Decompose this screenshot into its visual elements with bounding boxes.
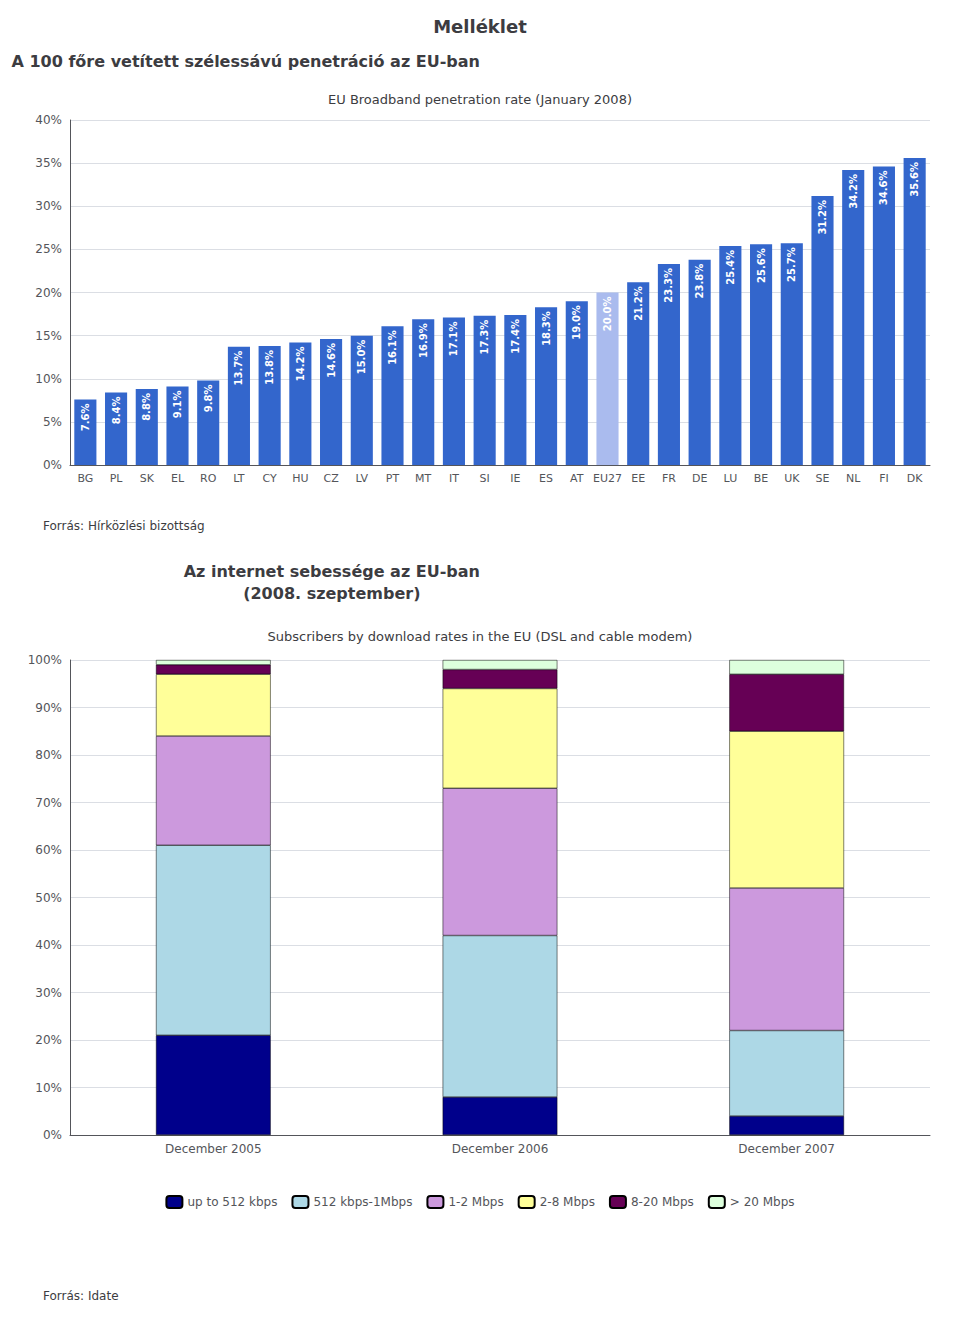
svg-text:25.7%: 25.7% — [786, 247, 797, 282]
svg-text:IT: IT — [449, 472, 459, 485]
svg-text:512 kbps-1Mbps: 512 kbps-1Mbps — [313, 1195, 412, 1209]
svg-text:5%: 5% — [43, 415, 62, 429]
svg-text:50%: 50% — [35, 891, 62, 905]
svg-text:21.2%: 21.2% — [633, 286, 644, 321]
svg-text:UK: UK — [784, 472, 800, 485]
svg-text:35%: 35% — [35, 156, 62, 170]
svg-text:> 20 Mbps: > 20 Mbps — [730, 1195, 795, 1209]
svg-text:18.3%: 18.3% — [541, 311, 552, 346]
svg-text:34.6%: 34.6% — [878, 171, 889, 206]
svg-text:BE: BE — [754, 472, 769, 485]
svg-text:25.6%: 25.6% — [756, 248, 767, 283]
svg-text:PT: PT — [386, 472, 400, 485]
svg-text:8.4%: 8.4% — [111, 397, 122, 425]
svg-text:December 2007: December 2007 — [738, 1142, 835, 1156]
svg-text:SI: SI — [480, 472, 490, 485]
svg-text:ES: ES — [539, 472, 553, 485]
svg-text:December 2006: December 2006 — [452, 1142, 549, 1156]
svg-text:17.4%: 17.4% — [510, 319, 521, 354]
svg-text:0%: 0% — [43, 458, 62, 472]
svg-text:FR: FR — [662, 472, 676, 485]
svg-text:A 100 főre vetített szélessávú: A 100 főre vetített szélessávú penetráci… — [11, 52, 480, 71]
svg-text:19.0%: 19.0% — [571, 305, 582, 340]
svg-text:40%: 40% — [35, 938, 62, 952]
svg-text:EU27: EU27 — [593, 472, 622, 485]
svg-text:8.8%: 8.8% — [141, 393, 152, 421]
svg-text:EU Broadband penetration rate: EU Broadband penetration rate (January 2… — [328, 92, 632, 107]
svg-text:20%: 20% — [35, 286, 62, 300]
svg-text:60%: 60% — [35, 843, 62, 857]
svg-text:FI: FI — [879, 472, 889, 485]
svg-text:13.8%: 13.8% — [264, 350, 275, 385]
svg-text:35.6%: 35.6% — [909, 162, 920, 197]
svg-text:15%: 15% — [35, 329, 62, 343]
svg-text:30%: 30% — [35, 199, 62, 213]
svg-text:BG: BG — [77, 472, 93, 485]
svg-text:7.6%: 7.6% — [80, 403, 91, 431]
svg-text:8-20 Mbps: 8-20 Mbps — [631, 1195, 694, 1209]
svg-text:25.4%: 25.4% — [725, 250, 736, 285]
svg-text:23.8%: 23.8% — [694, 264, 705, 299]
svg-text:40%: 40% — [35, 113, 62, 127]
svg-text:90%: 90% — [35, 701, 62, 715]
svg-text:Az internet sebessége az EU-ba: Az internet sebessége az EU-ban — [184, 562, 480, 581]
svg-text:0%: 0% — [43, 1128, 62, 1142]
svg-text:17.1%: 17.1% — [448, 322, 459, 357]
svg-text:LU: LU — [724, 472, 738, 485]
svg-text:IE: IE — [510, 472, 520, 485]
svg-text:CY: CY — [263, 472, 277, 485]
svg-text:80%: 80% — [35, 748, 62, 762]
svg-text:9.1%: 9.1% — [172, 391, 183, 419]
svg-text:16.1%: 16.1% — [387, 330, 398, 365]
svg-text:DK: DK — [907, 472, 923, 485]
svg-text:(2008. szeptember): (2008. szeptember) — [243, 584, 420, 603]
svg-text:70%: 70% — [35, 796, 62, 810]
svg-text:Subscribers by download rates: Subscribers by download rates in the EU … — [268, 629, 693, 644]
svg-text:9.8%: 9.8% — [203, 384, 214, 412]
svg-text:MT: MT — [415, 472, 431, 485]
svg-text:15.0%: 15.0% — [356, 340, 367, 375]
svg-text:16.9%: 16.9% — [418, 323, 429, 358]
svg-text:CZ: CZ — [323, 472, 339, 485]
svg-text:14.2%: 14.2% — [295, 347, 306, 382]
svg-text:EE: EE — [631, 472, 645, 485]
svg-text:31.2%: 31.2% — [817, 200, 828, 235]
svg-text:HU: HU — [292, 472, 308, 485]
svg-text:25%: 25% — [35, 242, 62, 256]
svg-text:2-8 Mbps: 2-8 Mbps — [540, 1195, 595, 1209]
svg-text:1-2 Mbps: 1-2 Mbps — [448, 1195, 503, 1209]
svg-text:RO: RO — [200, 472, 217, 485]
svg-text:10%: 10% — [35, 1081, 62, 1095]
svg-text:SE: SE — [816, 472, 830, 485]
svg-text:20.0%: 20.0% — [602, 297, 613, 332]
svg-text:PL: PL — [110, 472, 124, 485]
svg-text:20%: 20% — [35, 1033, 62, 1047]
svg-text:NL: NL — [846, 472, 861, 485]
svg-text:SK: SK — [140, 472, 155, 485]
svg-text:Forrás: Idate: Forrás: Idate — [43, 1289, 119, 1303]
svg-text:Melléklet: Melléklet — [433, 16, 527, 37]
svg-text:EL: EL — [171, 472, 185, 485]
svg-text:30%: 30% — [35, 986, 62, 1000]
svg-text:December 2005: December 2005 — [165, 1142, 262, 1156]
svg-text:100%: 100% — [28, 653, 62, 667]
svg-text:23.3%: 23.3% — [663, 268, 674, 303]
svg-text:up to 512 kbps: up to 512 kbps — [187, 1195, 277, 1209]
svg-text:34.2%: 34.2% — [848, 174, 859, 209]
svg-text:13.7%: 13.7% — [233, 351, 244, 386]
svg-text:Forrás: Hírközlési bizottság: Forrás: Hírközlési bizottság — [43, 519, 205, 533]
svg-text:LT: LT — [233, 472, 245, 485]
svg-text:10%: 10% — [35, 372, 62, 386]
svg-text:DE: DE — [692, 472, 707, 485]
svg-text:14.6%: 14.6% — [326, 343, 337, 378]
svg-text:LV: LV — [356, 472, 369, 485]
svg-text:AT: AT — [570, 472, 584, 485]
svg-text:17.3%: 17.3% — [479, 320, 490, 355]
